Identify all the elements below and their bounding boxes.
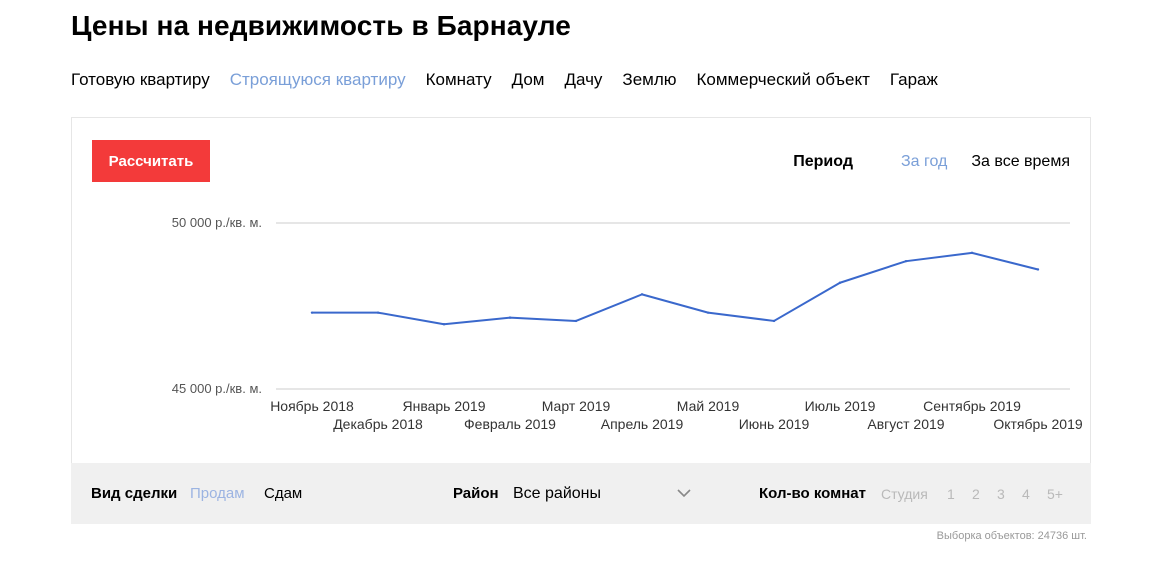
data-point [310,311,314,314]
y-tick-label: 50 000 р./кв. м. [172,215,262,230]
data-point [772,319,776,323]
data-point [838,281,842,284]
x-tick-label: Июль 2019 [805,398,876,414]
tab-house[interactable]: Дом [511,70,545,89]
district-label: Район [453,485,499,502]
chevron-down-icon[interactable] [677,489,691,498]
x-tick-label: Август 2019 [867,416,944,432]
tab-new-building[interactable]: Строящуюся квартиру [229,70,406,89]
data-point [970,251,974,255]
x-tick-label: Апрель 2019 [601,416,684,432]
period-year-option[interactable]: За год [900,153,948,170]
district-select[interactable]: Все районы [513,485,601,502]
rooms-option-1[interactable]: 1 [947,486,955,502]
period-selector: Период За год За все время [793,152,1070,172]
data-point [574,319,578,323]
x-tick-label: Июнь 2019 [739,416,810,432]
price-chart-card: 45 000 р./кв. м. 50 000 р./кв. м. Ноябрь 2… [71,117,1091,463]
deal-sell-option[interactable]: Продам [190,485,245,502]
data-point [706,311,710,314]
y-tick-label: 45 000 р./кв. м. [172,381,262,396]
x-tick-label: Ноябрь 2018 [270,398,354,414]
period-all-time-option[interactable]: За все время [971,153,1070,170]
price-chart: 45 000 р./кв. м. 50 000 р./кв. м. Ноябрь 2… [172,215,1083,432]
deal-rent-option[interactable]: Сдам [264,485,303,502]
rooms-option-studio[interactable]: Студия [881,486,928,502]
data-point [640,293,644,296]
rooms-option-4[interactable]: 4 [1022,486,1030,502]
data-point [508,316,512,319]
rooms-label: Кол-во комнат [759,485,866,502]
x-tick-label: Февраль 2019 [464,416,556,432]
sample-size-note: Выборка объектов: 24736 шт. [936,530,1087,542]
page-title: Цены на недвижимость в Барнауле [71,10,571,41]
deal-type-label: Вид сделки [91,485,178,502]
property-type-tabs: Готовую квартиру Строящуюся квартиру Ком… [71,69,958,91]
filters-bar: Вид сделки Продам Сдам Район Все районы … [71,463,1091,524]
rooms-option-3[interactable]: 3 [997,486,1005,502]
tab-land[interactable]: Землю [622,70,677,89]
period-label: Период [793,153,853,170]
x-tick-label: Январь 2019 [402,398,485,414]
tab-commercial[interactable]: Коммерческий объект [696,70,870,89]
tab-room[interactable]: Комнату [425,70,492,89]
x-tick-label: Март 2019 [542,398,611,414]
data-point [376,311,380,314]
data-point [442,323,446,326]
data-point [1036,268,1040,271]
tab-dacha[interactable]: Дачу [564,70,603,89]
rooms-option-2[interactable]: 2 [972,486,980,502]
calculate-button[interactable]: Рассчитать [92,140,210,182]
rooms-option-5plus[interactable]: 5+ [1047,486,1063,502]
tab-ready-apartment[interactable]: Готовую квартиру [71,70,210,89]
x-tick-label: Сентябрь 2019 [923,398,1021,414]
tab-garage[interactable]: Гараж [889,70,938,89]
series-line [312,251,1039,326]
x-tick-label: Май 2019 [677,398,740,414]
data-point [904,259,908,263]
x-tick-label: Декабрь 2018 [333,416,423,432]
x-tick-label: Октябрь 2019 [993,416,1083,432]
